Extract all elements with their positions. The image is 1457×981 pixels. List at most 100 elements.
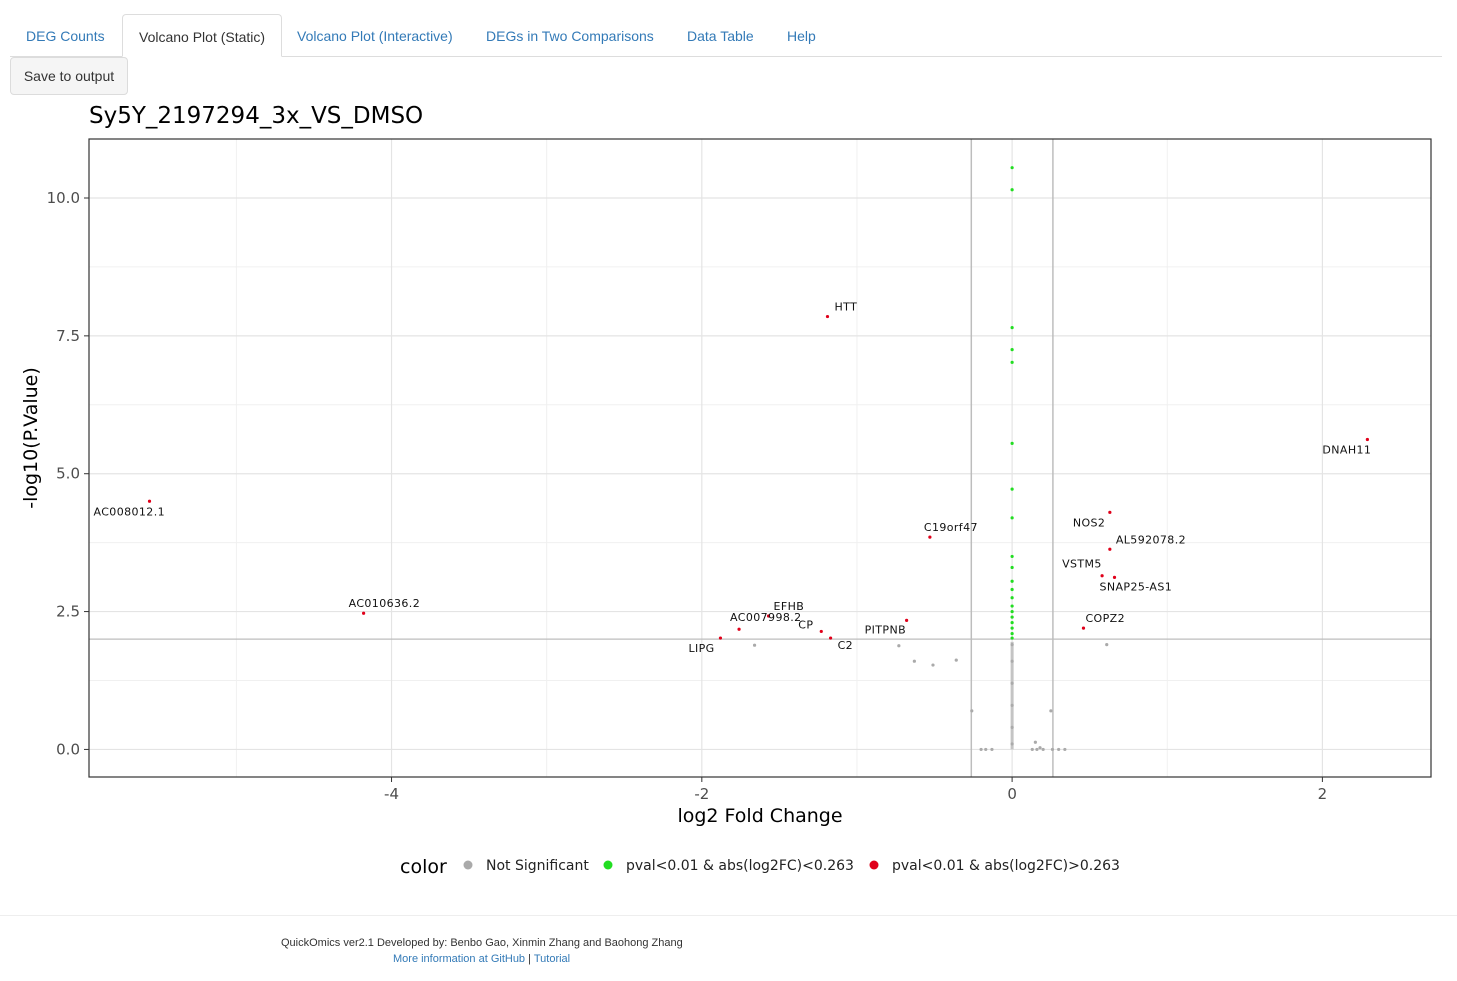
- data-point: [737, 627, 741, 631]
- y-tick-label: 10.0: [47, 189, 80, 207]
- data-point: [1112, 575, 1117, 579]
- tab-help[interactable]: Help: [787, 28, 816, 44]
- footer-links: More information at GitHub | Tutorial: [393, 953, 570, 965]
- data-point: [1010, 516, 1014, 520]
- data-point: [1010, 659, 1014, 663]
- tutorial-link[interactable]: Tutorial: [533, 953, 571, 965]
- y-tick-label: 2.5: [56, 603, 80, 621]
- data-point: [1010, 621, 1014, 625]
- tab-deg-counts[interactable]: DEG Counts: [26, 28, 105, 44]
- legend-swatch: [463, 860, 473, 870]
- legend-swatch: [603, 860, 613, 870]
- data-point: [1010, 626, 1014, 630]
- point-label: C2: [838, 639, 853, 652]
- footer-divider: [0, 915, 1457, 916]
- data-point: [1010, 587, 1014, 592]
- point-label: SNAP25-AS1: [1100, 580, 1173, 593]
- x-axis: -4 -2 0 2: [384, 777, 1327, 803]
- data-point: [984, 747, 988, 752]
- data-point: [1050, 747, 1055, 752]
- point-label: AC007998.2: [730, 611, 802, 624]
- data-point: [147, 499, 152, 503]
- data-point: [1010, 725, 1014, 729]
- data-points: [147, 166, 1369, 752]
- data-point: [1108, 547, 1112, 551]
- github-link[interactable]: More information at GitHub: [393, 953, 526, 965]
- legend-entry-label: pval<0.01 & abs(log2FC)<0.263: [626, 858, 854, 874]
- data-point: [905, 618, 909, 622]
- data-point: [1010, 609, 1014, 614]
- x-axis-label: log2 Fold Change: [677, 805, 842, 827]
- plot-panel: [89, 139, 1431, 777]
- link-separator: |: [528, 953, 531, 965]
- point-label: AC008012.1: [94, 505, 165, 518]
- data-point: [1049, 709, 1053, 713]
- tab-volcano-interactive[interactable]: Volcano Plot (Interactive): [297, 28, 453, 44]
- point-label: DNAH11: [1322, 444, 1371, 457]
- minor-grid: [89, 139, 1431, 777]
- y-tick-label: 7.5: [56, 327, 80, 345]
- data-point: [1010, 681, 1014, 685]
- data-point: [1010, 325, 1014, 330]
- point-label: PITPNB: [865, 623, 906, 636]
- data-point: [1010, 487, 1014, 491]
- legend-swatch: [869, 860, 879, 870]
- data-point: [766, 614, 771, 618]
- legend-entry-label: Not Significant: [486, 858, 589, 874]
- data-point: [1010, 188, 1014, 192]
- data-point: [1010, 632, 1014, 636]
- x-tick-label: 0: [1007, 785, 1017, 803]
- y-tick-label: 0.0: [56, 740, 80, 758]
- threshold-lines: [89, 139, 1431, 777]
- tab-volcano-static[interactable]: Volcano Plot (Static): [122, 14, 283, 57]
- data-point: [990, 747, 994, 752]
- data-point: [1030, 747, 1034, 752]
- data-point: [1035, 747, 1039, 752]
- legend-title: color: [400, 856, 447, 878]
- data-point: [1010, 554, 1014, 559]
- data-point: [828, 636, 833, 640]
- point-label: AC010636.2: [349, 597, 421, 610]
- point-label: COPZ2: [1085, 612, 1125, 625]
- point-label: VSTM5: [1062, 558, 1102, 571]
- data-point: [912, 659, 916, 663]
- data-point: [1010, 348, 1014, 352]
- data-point: [931, 663, 935, 667]
- point-label: CP: [798, 618, 813, 631]
- legend-entry-label: pval<0.01 & abs(log2FC)>0.263: [892, 858, 1120, 874]
- tab-bar: DEG Counts Volcano Plot (Static) Volcano…: [10, 14, 1442, 57]
- point-label: C19orf47: [924, 521, 978, 534]
- data-point: [752, 643, 757, 647]
- data-point: [1041, 747, 1045, 752]
- x-tick-label: -4: [384, 785, 399, 803]
- point-label: EFHB: [774, 600, 805, 613]
- footer-credits: QuickOmics ver2.1 Developed by: Benbo Ga…: [281, 937, 683, 949]
- plot-border: [88, 138, 1432, 778]
- data-point: [1010, 604, 1014, 608]
- data-point: [1010, 742, 1014, 746]
- data-point: [1010, 166, 1014, 170]
- data-point: [897, 644, 901, 648]
- data-point: [1365, 437, 1369, 442]
- data-point: [819, 629, 823, 634]
- data-point: [362, 611, 366, 615]
- point-label: HTT: [834, 301, 857, 314]
- data-point: [1010, 596, 1014, 600]
- data-point: [1010, 360, 1014, 364]
- volcano-plot: Sy5Y_2197294_3x_VS_DMSO AC008012.1 AC0106…: [20, 103, 1432, 878]
- data-point: [1100, 574, 1104, 578]
- save-to-output-button[interactable]: Save to output: [10, 57, 128, 95]
- data-point: [1010, 703, 1014, 707]
- data-point: [718, 636, 723, 640]
- data-point: [825, 314, 830, 319]
- legend: color Not Significant pval<0.01 & abs(log2…: [400, 856, 1120, 878]
- tab-data-table[interactable]: Data Table: [687, 28, 754, 44]
- y-tick-label: 5.0: [56, 465, 80, 483]
- data-point: [979, 747, 983, 752]
- data-point: [1010, 615, 1014, 619]
- data-point: [1038, 746, 1042, 750]
- chart-title: Sy5Y_2197294_3x_VS_DMSO: [89, 103, 423, 129]
- point-label: NOS2: [1073, 516, 1105, 529]
- tab-degs-two-comparisons[interactable]: DEGs in Two Comparisons: [486, 28, 654, 44]
- data-point: [1010, 636, 1014, 640]
